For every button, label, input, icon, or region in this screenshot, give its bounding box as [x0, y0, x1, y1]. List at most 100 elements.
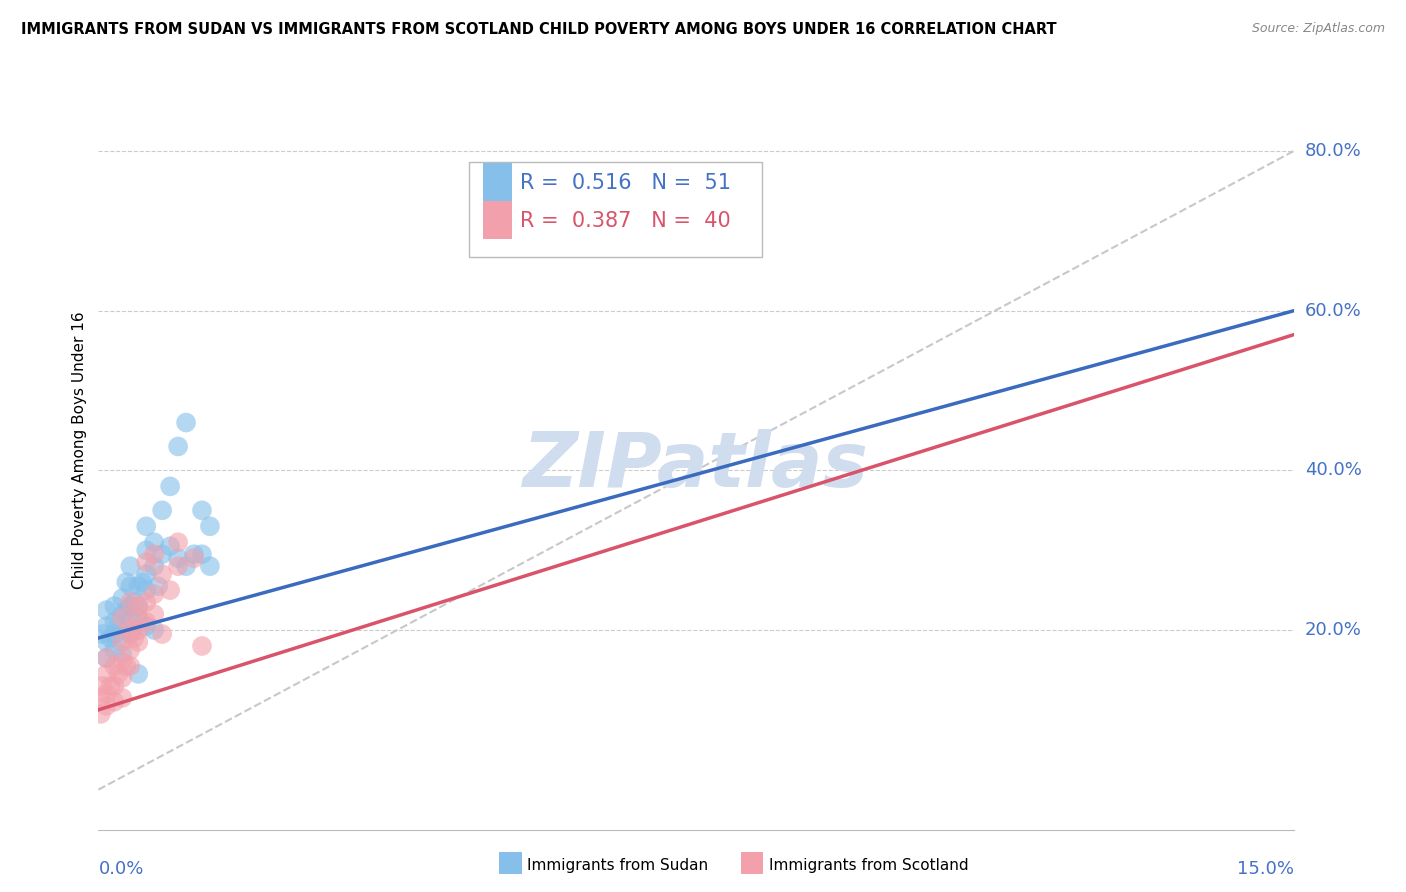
Point [183, 551, 205, 566]
Point [115, 575, 138, 590]
Point [183, 547, 205, 561]
Point [120, 599, 142, 613]
Point [150, 567, 173, 582]
Point [103, 695, 125, 709]
Point [98, 679, 122, 693]
Point [127, 579, 149, 593]
Point [111, 627, 134, 641]
Point [96, 698, 118, 713]
Point [198, 559, 221, 574]
Point [96, 651, 118, 665]
Point [111, 591, 134, 606]
Point [111, 671, 134, 685]
FancyBboxPatch shape [484, 201, 512, 239]
Point [127, 599, 149, 613]
Point [103, 627, 125, 641]
Point [111, 647, 134, 661]
Point [96, 603, 118, 617]
Point [143, 535, 166, 549]
Point [135, 555, 157, 569]
Point [131, 575, 153, 590]
Point [741, 240, 763, 254]
Point [159, 583, 181, 598]
Point [96, 687, 118, 701]
Point [90, 690, 112, 705]
Point [135, 619, 157, 633]
Point [96, 619, 118, 633]
Text: IMMIGRANTS FROM SUDAN VS IMMIGRANTS FROM SCOTLAND CHILD POVERTY AMONG BOYS UNDER: IMMIGRANTS FROM SUDAN VS IMMIGRANTS FROM… [21, 22, 1057, 37]
Point [120, 559, 142, 574]
Point [111, 655, 134, 669]
Point [127, 611, 149, 625]
Point [135, 595, 157, 609]
Text: Immigrants from Sudan: Immigrants from Sudan [527, 858, 709, 872]
Point [120, 623, 142, 637]
Point [148, 579, 170, 593]
Point [103, 659, 125, 673]
Point [135, 615, 157, 629]
Point [91, 679, 114, 693]
Point [111, 690, 134, 705]
Text: Immigrants from Scotland: Immigrants from Scotland [769, 858, 969, 872]
Text: ZIPatlas: ZIPatlas [523, 429, 869, 502]
Point [135, 567, 157, 582]
Point [143, 559, 166, 574]
Point [174, 416, 197, 430]
Point [111, 635, 134, 649]
Point [143, 607, 166, 621]
Point [120, 595, 142, 609]
Point [191, 639, 214, 653]
Point [135, 583, 157, 598]
Point [120, 659, 142, 673]
Point [127, 635, 149, 649]
Point [96, 651, 118, 665]
FancyBboxPatch shape [470, 162, 762, 257]
Point [120, 579, 142, 593]
Point [90, 706, 112, 721]
Point [135, 519, 157, 533]
Point [150, 627, 173, 641]
Point [111, 611, 134, 625]
Point [198, 519, 221, 533]
Point [124, 595, 146, 609]
Point [107, 667, 129, 681]
Point [159, 479, 181, 493]
Text: 60.0%: 60.0% [1305, 301, 1361, 320]
Point [91, 627, 114, 641]
Point [103, 615, 125, 629]
Point [115, 603, 138, 617]
Point [124, 631, 146, 645]
Point [111, 607, 134, 621]
Point [167, 559, 190, 574]
Text: 0.0%: 0.0% [98, 860, 143, 878]
Point [120, 611, 142, 625]
Text: 20.0%: 20.0% [1305, 621, 1361, 639]
Point [98, 631, 122, 645]
Point [174, 559, 197, 574]
Y-axis label: Child Poverty Among Boys Under 16: Child Poverty Among Boys Under 16 [72, 311, 87, 590]
Point [167, 535, 190, 549]
Point [127, 623, 149, 637]
Point [143, 623, 166, 637]
Point [127, 667, 149, 681]
Point [96, 667, 118, 681]
Point [167, 551, 190, 566]
Text: 40.0%: 40.0% [1305, 461, 1361, 479]
Text: R =  0.516   N =  51: R = 0.516 N = 51 [520, 173, 731, 193]
Text: R =  0.387   N =  40: R = 0.387 N = 40 [520, 211, 731, 231]
Point [103, 643, 125, 657]
Point [159, 539, 181, 553]
Point [96, 635, 118, 649]
Text: Source: ZipAtlas.com: Source: ZipAtlas.com [1251, 22, 1385, 36]
FancyBboxPatch shape [484, 163, 512, 201]
Point [143, 587, 166, 601]
Point [135, 543, 157, 558]
Point [167, 440, 190, 454]
Point [150, 503, 173, 517]
Point [191, 503, 214, 517]
Point [115, 659, 138, 673]
Point [103, 679, 125, 693]
Point [191, 547, 214, 561]
Point [103, 599, 125, 613]
Point [120, 627, 142, 641]
